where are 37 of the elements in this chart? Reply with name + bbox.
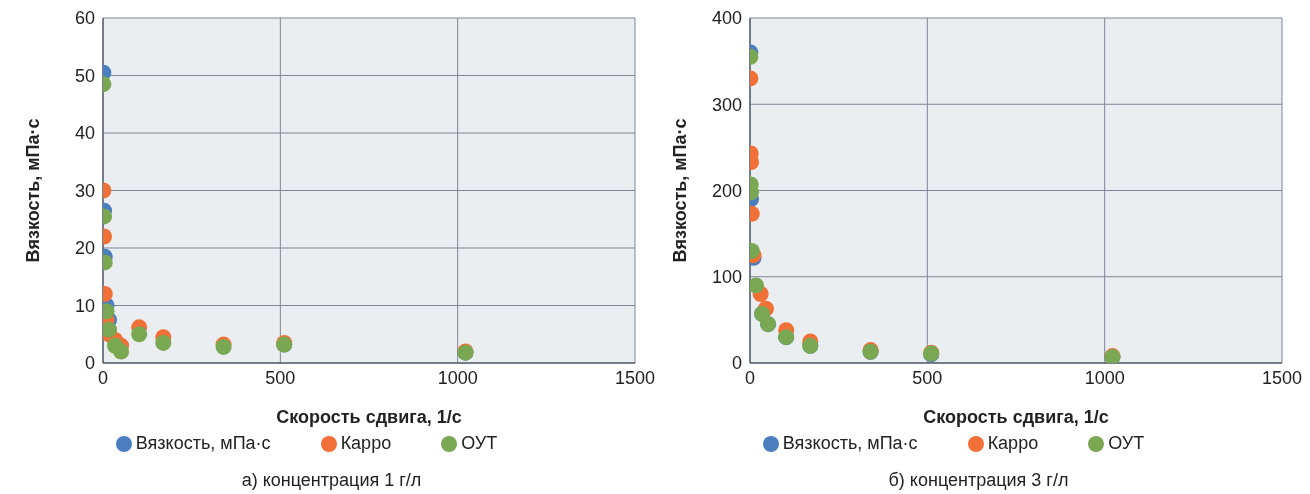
- legend-label: Карро: [340, 433, 392, 453]
- point: [155, 334, 172, 351]
- point: [131, 326, 148, 343]
- y-axis-title: Вязкость, мПа·с: [23, 118, 44, 263]
- x-tick-label: 500: [265, 367, 296, 388]
- y-tick-label: 10: [74, 295, 95, 316]
- x-tick-label: 1500: [1261, 367, 1303, 388]
- x-tick-label: 0: [744, 367, 756, 388]
- x-tick-label: 1000: [437, 367, 478, 388]
- legend-label: ОУТ: [1108, 433, 1145, 453]
- x-tick-label: 1500: [614, 367, 656, 388]
- x-axis-title: Скорость сдвига, 1/с: [923, 407, 1109, 427]
- legend-label: ОУТ: [461, 433, 498, 453]
- x-tick-label: 500: [912, 367, 943, 388]
- y-tick-label: 50: [74, 65, 95, 86]
- y-tick-label: 40: [74, 123, 95, 144]
- y-tick-label: 100: [711, 267, 742, 288]
- x-tick-label: 0: [97, 367, 109, 388]
- y-tick-label: 60: [74, 8, 95, 29]
- y-tick-label: 200: [711, 180, 742, 201]
- text: б) концентрация 3 г/л: [887, 470, 1070, 491]
- point: [750, 277, 765, 294]
- y-tick-label: 300: [711, 94, 742, 115]
- text: а) концентрация 1 г/л: [240, 470, 423, 491]
- legend-label: Вязкость, мПа·с: [782, 433, 918, 453]
- y-tick-label: 400: [711, 8, 742, 29]
- x-axis-title: Скорость сдвига, 1/с: [276, 407, 462, 427]
- legend-label: Вязкость, мПа·с: [135, 433, 271, 453]
- y-tick-label: 30: [74, 180, 95, 201]
- y-tick-label: 20: [74, 238, 95, 259]
- legend-label: Карро: [987, 433, 1039, 453]
- y-tick-label: 0: [84, 353, 95, 374]
- point: [113, 343, 130, 360]
- y-axis-title: Вязкость, мПа·с: [670, 118, 691, 263]
- x-tick-label: 1000: [1084, 367, 1125, 388]
- y-tick-label: 0: [731, 353, 742, 374]
- point: [103, 321, 118, 338]
